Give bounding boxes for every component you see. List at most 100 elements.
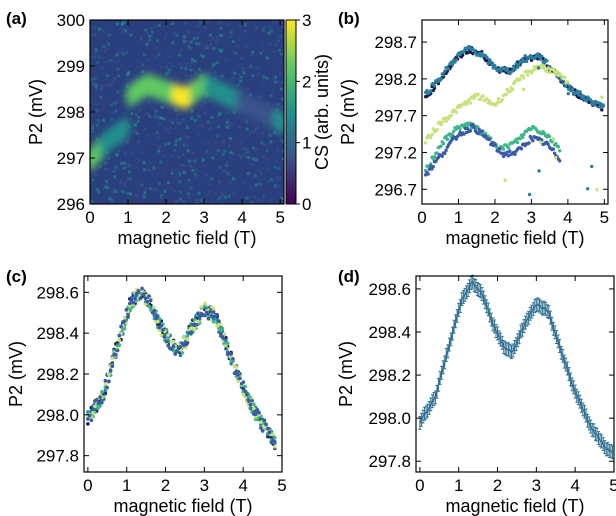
heatmap-noise-pixel (190, 116, 194, 120)
y-tick-label: 296.7 (374, 180, 417, 199)
heatmap-noise-pixel (173, 189, 177, 193)
heatmap-noise-pixel (116, 100, 120, 104)
heatmap-noise-pixel (159, 193, 163, 197)
heatmap-noise-pixel (163, 117, 167, 121)
heatmap-noise-pixel (254, 25, 258, 29)
heatmap-noise-pixel (233, 71, 237, 75)
heatmap-noise-pixel (102, 85, 106, 89)
scatter-point (192, 317, 197, 322)
heatmap-noise-pixel (91, 77, 95, 81)
heatmap-noise-pixel (158, 116, 162, 120)
heatmap-noise-pixel (99, 20, 103, 24)
heatmap-noise-pixel (213, 140, 217, 144)
scatter-point (485, 96, 489, 101)
heatmap-noise-pixel (232, 191, 236, 195)
scatter-point (431, 127, 436, 131)
heatmap-noise-pixel (279, 87, 283, 91)
heatmap-noise-pixel (197, 132, 201, 136)
heatmap-noise-pixel (167, 130, 171, 134)
scatter-point (203, 313, 207, 318)
heatmap-noise-pixel (147, 113, 151, 117)
heatmap-noise-pixel (94, 48, 98, 52)
heatmap-noise-pixel (184, 66, 188, 70)
heatmap-noise-pixel (115, 153, 119, 157)
y-tick-label: 296 (57, 195, 85, 214)
heatmap-noise-pixel (274, 75, 278, 79)
heatmap-noise-pixel (243, 24, 247, 28)
scatter-point (236, 373, 240, 377)
scatter-point (476, 131, 480, 136)
heatmap-noise-pixel (122, 20, 126, 24)
heatmap-noise-pixel (262, 25, 266, 29)
heatmap-noise-pixel (100, 87, 104, 91)
heatmap-noise-pixel (273, 79, 277, 83)
heatmap-noise-pixel (262, 155, 266, 159)
heatmap-noise-pixel (116, 90, 120, 94)
scatter-point (600, 108, 604, 112)
heatmap-noise-pixel (137, 158, 141, 162)
heatmap-noise-pixel (101, 67, 105, 71)
heatmap-noise-pixel (90, 77, 94, 81)
scatter-point (246, 398, 251, 403)
heatmap-noise-pixel (134, 129, 138, 133)
heatmap-noise-pixel (149, 27, 153, 31)
scatter-point (540, 63, 544, 67)
heatmap-noise-pixel (246, 171, 250, 175)
heatmap-noise-pixel (97, 190, 101, 194)
heatmap-noise-pixel (99, 95, 103, 99)
heatmap-noise-pixel (267, 25, 271, 29)
scatter-point (133, 296, 137, 301)
heatmap-noise-pixel (192, 69, 196, 73)
scatter-point (555, 69, 559, 74)
heatmap-noise-pixel (269, 140, 273, 144)
scatter-point (601, 103, 605, 107)
heatmap-noise-pixel (278, 72, 282, 76)
heatmap-noise-pixel (253, 195, 257, 199)
scatter-point (524, 69, 529, 74)
scatter-point (547, 70, 552, 75)
scatter-point (243, 384, 247, 389)
scatter-point (107, 379, 111, 384)
heatmap-noise-pixel (196, 41, 200, 45)
scatter-point (526, 73, 530, 77)
heatmap-noise-pixel (157, 52, 161, 56)
heatmap-noise-pixel (218, 180, 222, 184)
heatmap-noise-pixel (210, 46, 214, 50)
heatmap-noise-pixel (95, 137, 99, 141)
heatmap-noise-pixel (135, 65, 139, 69)
heatmap-noise-pixel (142, 161, 146, 165)
scatter-point (464, 130, 469, 135)
heatmap-noise-pixel (211, 156, 215, 160)
heatmap-noise-pixel (125, 51, 129, 55)
scatter-point (425, 88, 429, 93)
scatter-point (224, 346, 228, 351)
scatter-point (446, 67, 451, 71)
heatmap-noise-pixel (281, 150, 284, 154)
scatter-point (460, 53, 465, 57)
heatmap-noise-pixel (91, 130, 95, 134)
heatmap-noise-pixel (185, 182, 189, 186)
scatter-point (204, 310, 209, 315)
scatter-outlier (536, 66, 541, 70)
heatmap-noise-pixel (228, 180, 232, 184)
heatmap-noise-pixel (147, 57, 151, 61)
heatmap-noise-pixel (260, 43, 264, 47)
scatter-point (182, 336, 186, 340)
scatter-point (596, 100, 600, 105)
heatmap-noise-pixel (253, 129, 257, 133)
heatmap-noise-pixel (164, 32, 168, 36)
heatmap-noise-pixel (144, 187, 148, 191)
heatmap-noise-pixel (265, 76, 269, 80)
heatmap-noise-pixel (201, 124, 205, 128)
heatmap-noise-pixel (125, 140, 129, 144)
heatmap-noise-pixel (200, 198, 204, 202)
scatter-point (505, 150, 510, 154)
heatmap-noise-pixel (117, 74, 121, 78)
scatter-point (478, 54, 483, 58)
heatmap-noise-pixel (185, 29, 189, 33)
heatmap-noise-pixel (205, 174, 209, 178)
scatter-point (161, 327, 165, 332)
x-tick-label: 0 (417, 208, 426, 227)
heatmap-noise-pixel (246, 87, 250, 91)
scatter-point (159, 323, 164, 328)
